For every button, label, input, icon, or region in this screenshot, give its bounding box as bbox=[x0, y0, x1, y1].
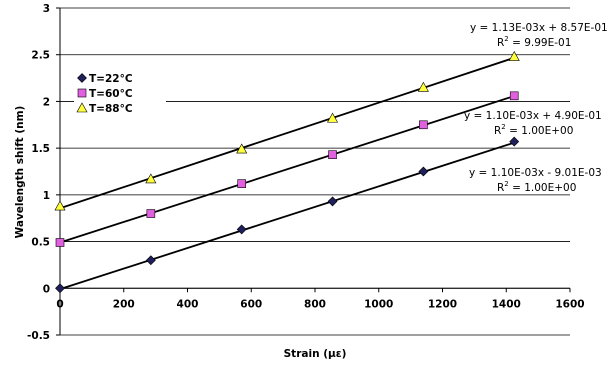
legend-marker bbox=[76, 102, 88, 113]
x-tick-label: 400 bbox=[177, 298, 199, 310]
trendline bbox=[59, 95, 515, 244]
x-tick-label: 200 bbox=[113, 298, 135, 310]
r-squared-label: R2 = 1.00E+00 bbox=[497, 180, 576, 194]
data-point bbox=[509, 136, 520, 147]
data-point bbox=[509, 91, 519, 101]
data-point bbox=[145, 255, 156, 266]
data-point bbox=[146, 209, 156, 218]
r-squared-superscript: 2 bbox=[504, 35, 508, 43]
data-point bbox=[55, 238, 65, 247]
y-tick-label: 0.5 bbox=[31, 237, 50, 249]
data-point bbox=[237, 179, 246, 188]
data-markers bbox=[54, 50, 520, 294]
x-tick-label: 600 bbox=[240, 298, 262, 310]
r-squared-letter: R bbox=[497, 182, 504, 194]
legend-marker bbox=[77, 88, 87, 98]
r-squared-letter: R bbox=[497, 37, 504, 49]
data-point bbox=[54, 200, 66, 211]
y-tick-label: 1 bbox=[43, 190, 50, 202]
data-point bbox=[236, 224, 247, 235]
r-squared-label: R2 = 1.00E+00 bbox=[494, 123, 573, 137]
legend-label: T=60°C bbox=[89, 88, 133, 100]
y-tick-label: 1.5 bbox=[31, 143, 50, 155]
x-tick-label: 1000 bbox=[364, 298, 393, 310]
data-point bbox=[419, 120, 428, 130]
legend: T=22°C T=60°C T=88°C bbox=[74, 69, 166, 119]
x-tick-label: 800 bbox=[304, 298, 326, 310]
x-tick-label: 1600 bbox=[555, 298, 584, 310]
data-point bbox=[327, 112, 339, 123]
data-point bbox=[328, 150, 337, 159]
trendline-equation: y = 1.10E-03x - 9.01E-03 bbox=[469, 167, 602, 179]
legend-marker bbox=[77, 73, 87, 83]
legend-label: T=22°C bbox=[89, 73, 133, 85]
trendline-equation: y = 1.13E-03x + 8.57E-01 bbox=[470, 22, 608, 34]
data-point bbox=[508, 50, 520, 61]
r-squared-letter: R bbox=[494, 125, 501, 137]
r-squared-value: = 1.00E+00 bbox=[509, 182, 577, 194]
r-squared-superscript: 2 bbox=[504, 180, 508, 188]
data-point bbox=[418, 166, 429, 177]
data-point bbox=[236, 143, 248, 154]
tick-labels: -0.5 0 0.5 1 1.5 2 2.5 3 0 200 400 600 800 1000 1200 14… bbox=[27, 3, 585, 342]
y-tick-label: 2 bbox=[43, 96, 50, 108]
y-tick-label: 3 bbox=[43, 3, 50, 15]
legend-box bbox=[74, 69, 166, 119]
r-squared-label: R2 = 9.99E-01 bbox=[497, 35, 571, 49]
r-squared-superscript: 2 bbox=[501, 123, 505, 131]
x-tick-label: 1400 bbox=[492, 298, 521, 310]
y-axis-title: Wavelength shift (nm) bbox=[14, 106, 26, 239]
data-point bbox=[55, 283, 65, 294]
trendline-equation: y = 1.10E-03x + 4.90E-01 bbox=[464, 110, 602, 122]
r-squared-value: = 9.99E-01 bbox=[509, 37, 572, 49]
trendline bbox=[59, 56, 515, 210]
x-tick-label: 1200 bbox=[428, 298, 457, 310]
trendline bbox=[59, 141, 515, 290]
x-tick-label: 0 bbox=[56, 298, 63, 310]
y-tick-label: 0 bbox=[43, 283, 50, 295]
data-point bbox=[145, 173, 157, 184]
trendlines bbox=[59, 56, 515, 290]
legend-label: T=88°C bbox=[89, 103, 133, 115]
x-axis-title: Strain (με) bbox=[284, 348, 347, 360]
data-point bbox=[417, 81, 429, 92]
data-point bbox=[327, 196, 338, 207]
y-tick-label: 2.5 bbox=[31, 50, 50, 62]
r-squared-value: = 1.00E+00 bbox=[506, 125, 574, 137]
y-tick-label: -0.5 bbox=[27, 330, 50, 342]
